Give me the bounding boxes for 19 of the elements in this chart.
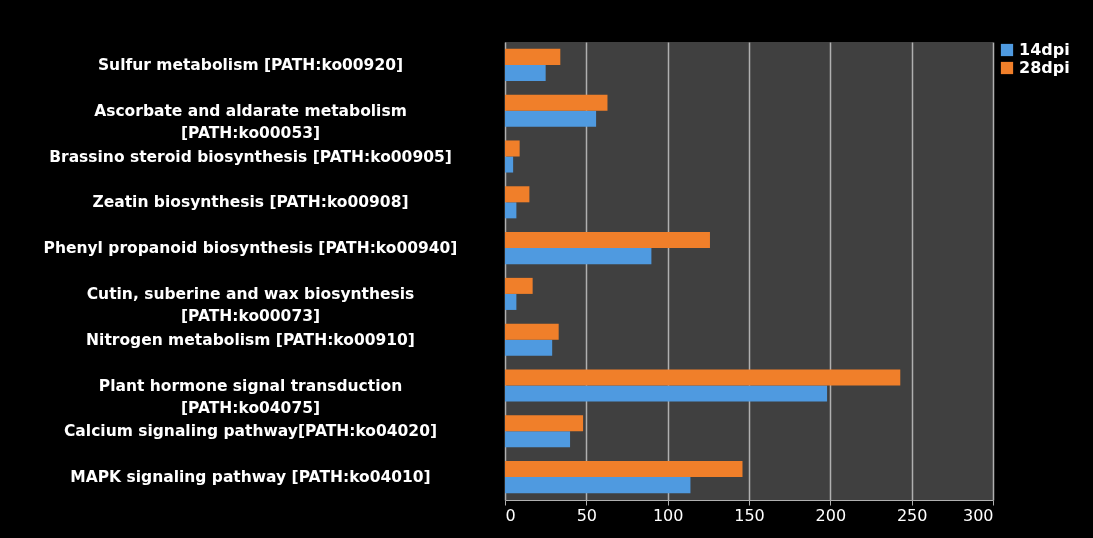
legend-label: 14dpi <box>1019 40 1070 59</box>
y-tick-label: Ascorbate and aldarate metabolism [PATH:ko00053] <box>94 101 407 142</box>
y-tick-label: Calcium signaling pathway[PATH:ko04020] <box>63 422 438 441</box>
x-tick-label: 100 <box>652 505 684 525</box>
y-tick-label: Brassino steroid biosynthesis [PATH:ko00905] <box>49 147 452 166</box>
y-tick-label: Cutin, suberine and wax biosynthesis [PATH:ko00073] <box>86 284 415 325</box>
x-tick-label: 300 <box>962 505 994 525</box>
x-tick-label: 50 <box>576 505 598 525</box>
y-tick-label: Zeatin biosynthesis [PATH:ko00908] <box>92 193 409 212</box>
x-tick-label: 0 <box>505 505 516 525</box>
y-tick-label: MAPK signaling pathway [PATH:ko04010] <box>70 468 431 487</box>
x-tick-label: 200 <box>815 505 847 525</box>
y-tick-label: Nitrogen metabolism [PATH:ko00910] <box>86 330 415 349</box>
x-tick-label: 150 <box>734 505 765 525</box>
y-tick-label: Phenyl propanoid biosynthesis [PATH:ko00940] <box>43 239 458 258</box>
y-tick-label: Sulfur metabolism [PATH:ko00920] <box>97 55 404 74</box>
x-tick-label: 250 <box>896 505 928 525</box>
y-tick-label: Plant hormone signal transduction [PATH:ko04075] <box>98 376 403 417</box>
legend-label: 28dpi <box>1019 58 1070 77</box>
